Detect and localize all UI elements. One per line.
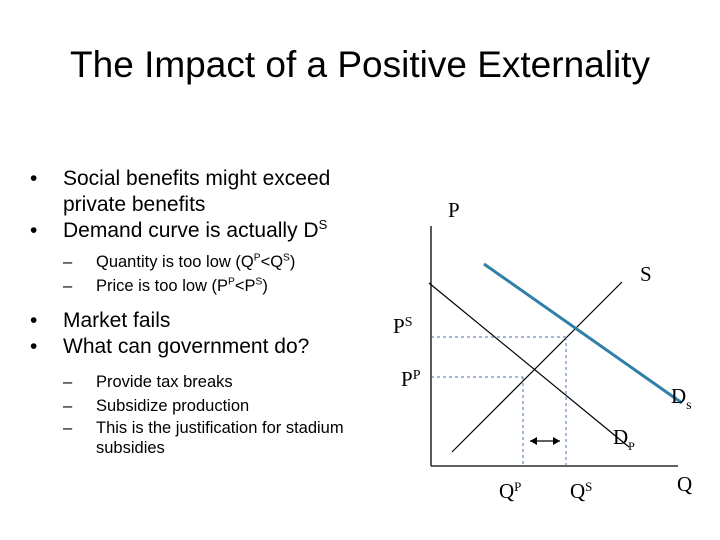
bullet-marker: • — [30, 219, 38, 242]
bullet-list: • Social benefits might exceed private b… — [30, 166, 390, 458]
quantity-axis-label: Q — [677, 472, 692, 496]
bullet-marker: • — [30, 167, 38, 190]
bullet-text: Demand curve is actually D — [63, 219, 319, 242]
qs-sup: S — [585, 479, 592, 494]
subbullet-text: Provide tax breaks — [96, 373, 233, 391]
qp-sup: P — [514, 479, 521, 494]
superscript: S — [283, 252, 290, 264]
subbullet-text: <Q — [260, 253, 284, 271]
superscript: P — [228, 276, 235, 288]
pp-base: P — [401, 367, 413, 391]
bullet-text: What can government do? — [63, 335, 310, 358]
superscript: S — [318, 217, 328, 232]
subbullet-text: Quantity is too low (Q — [96, 253, 254, 271]
ps-base: P — [393, 314, 405, 338]
dash-marker: – — [63, 419, 73, 437]
subbullet-text: This is the justification for stadium su… — [96, 419, 344, 457]
ds-base: D — [671, 384, 686, 408]
supply-curve — [451, 281, 623, 453]
qp-base: Q — [499, 479, 514, 503]
bullet-market-fails: • Market fails — [30, 308, 390, 334]
qs-label: QS — [570, 479, 592, 503]
bullet-marker: • — [30, 309, 38, 332]
subbullet-text: Price is too low (P — [96, 277, 229, 295]
dash-marker: – — [63, 397, 73, 415]
ps-sup: S — [405, 315, 413, 330]
superscript: P — [253, 252, 261, 264]
subbullet-text: ) — [262, 277, 268, 295]
social-demand-curve — [483, 262, 683, 405]
bullet-text: Market fails — [63, 309, 171, 332]
subbullet-quantity-low: – Quantity is too low (QP<QS) — [30, 250, 390, 274]
private-demand-curve — [428, 282, 630, 448]
qp-label: QP — [499, 479, 521, 503]
dp-base: D — [613, 425, 628, 449]
pp-sup: P — [413, 368, 421, 383]
ps-label: PS — [393, 314, 412, 338]
subbullet-price-low: – Price is too low (PP<PS) — [30, 274, 390, 298]
subbullet-text: ) — [289, 253, 296, 271]
ds-label: Ds — [671, 384, 692, 413]
bullet-government: • What can government do? — [30, 334, 390, 360]
subbullet-text: <P — [234, 277, 256, 295]
bullet-demand-curve: • Demand curve is actually DS — [30, 218, 390, 244]
subbullet-stadium: – This is the justification for stadium … — [30, 418, 390, 458]
pp-label: PP — [401, 367, 421, 391]
arrow-right-head — [553, 437, 560, 445]
subbullet-text: Subsidize production — [96, 397, 250, 415]
supply-label: S — [640, 262, 652, 286]
qs-base: Q — [570, 479, 585, 503]
dash-marker: – — [63, 277, 73, 295]
bullet-text: Social benefits might exceed private ben… — [63, 167, 331, 216]
dp-sub: P — [628, 439, 635, 453]
bullet-marker: • — [30, 335, 38, 358]
subbullet-subsidize: – Subsidize production — [30, 394, 390, 418]
dash-marker: – — [63, 373, 73, 391]
dp-label: DP — [613, 425, 635, 453]
dash-marker: – — [63, 253, 73, 271]
bullet-social-benefits: • Social benefits might exceed private b… — [30, 166, 390, 218]
ds-sub: s — [686, 398, 691, 413]
price-axis-label: P — [448, 198, 460, 222]
arrow-left-head — [530, 437, 537, 445]
slide-title: The Impact of a Positive Externality — [70, 44, 650, 85]
subbullet-tax-breaks: – Provide tax breaks — [30, 370, 390, 394]
superscript: S — [255, 276, 263, 288]
